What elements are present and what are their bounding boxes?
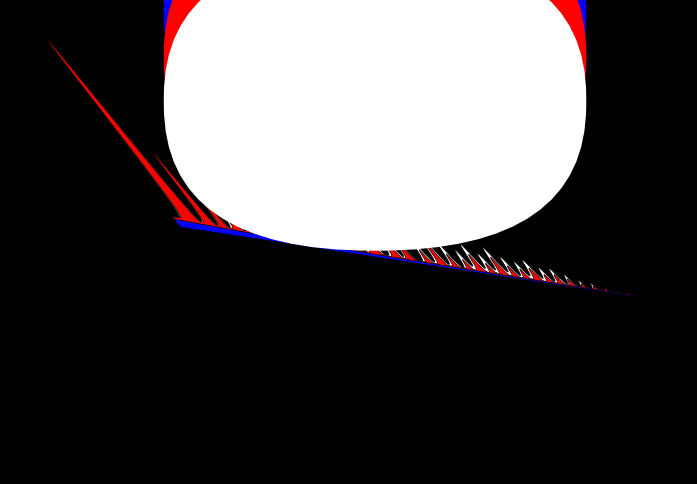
- Polygon shape: [44, 36, 633, 297]
- Polygon shape: [174, 220, 633, 297]
- Polygon shape: [49, 43, 633, 297]
